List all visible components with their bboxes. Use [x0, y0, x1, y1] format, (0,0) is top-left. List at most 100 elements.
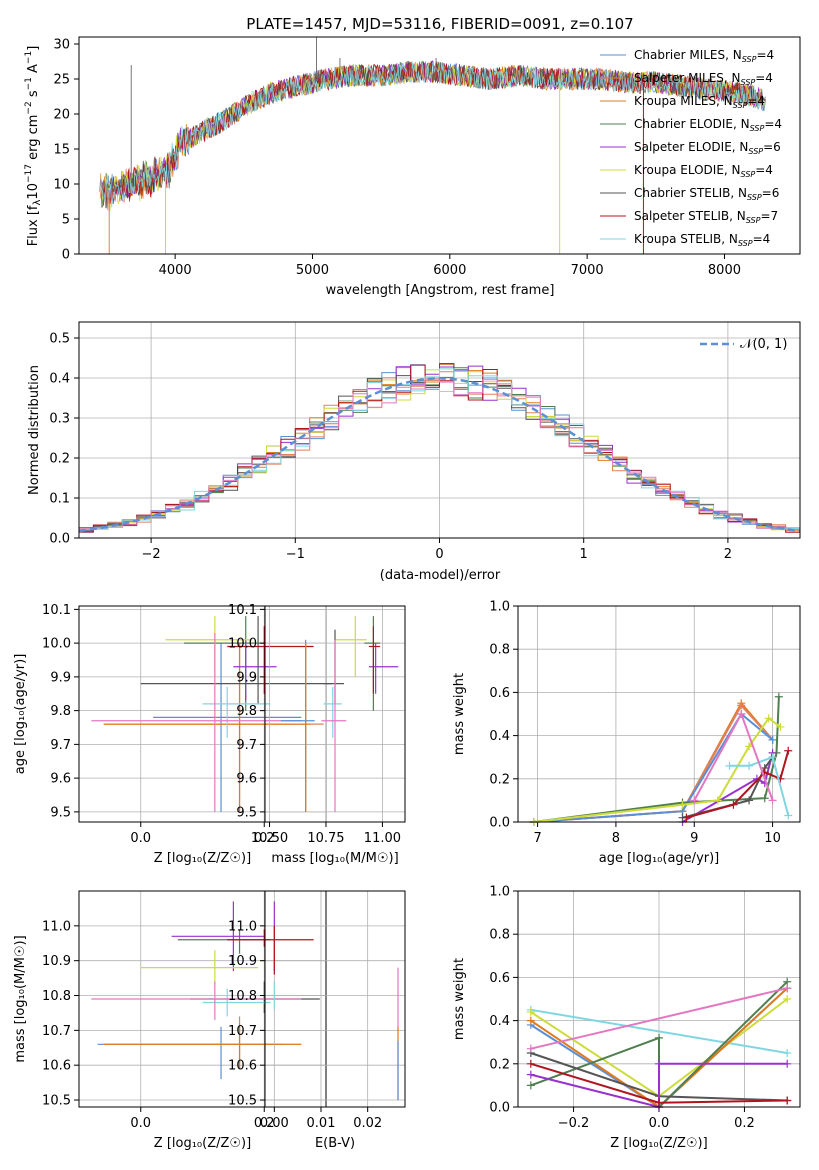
- ytick-label: 0.0: [489, 816, 510, 831]
- weight-marker-extra-pink: [783, 984, 792, 993]
- histogram-ytick-label: 0.0: [49, 532, 70, 547]
- spectrum-ytick-label: 5: [62, 213, 70, 228]
- histogram-xtick-label: 1: [580, 547, 588, 562]
- weight-marker-salpeter-elodie: [783, 1059, 792, 1068]
- weight-marker-kroupa-elodie: [526, 1007, 535, 1016]
- ytick-label: 0.8: [489, 643, 510, 658]
- weight-marker-chabrier-elodie: [760, 794, 769, 803]
- panel-mass_weight_vs_Z: −0.2 0.0 0.2 0.0 0.2 0.4 0.6 0.8 1.0 Z [log₁₀(Z/Z…: [452, 885, 801, 1151]
- weight-marker-kroupa-stelib: [768, 753, 777, 762]
- panel-age_vs_Z: 0.0 0.2 9.5 9.6 9.7 9.8 9.9 10.0 10.1 Z [log₁₀(Z/…: [13, 603, 333, 866]
- panel-age_vs_mass: 10.50 10.75 11.00 9.5 9.6 9.7 9.8 9.9 10.0 10.1 ma…: [228, 603, 406, 866]
- weight-marker-salpeter-stelib: [526, 1059, 535, 1068]
- xtick-label: 10.50: [251, 831, 288, 846]
- weight-marker-salpeter-stelib: [655, 1098, 663, 1107]
- histogram-ytick-label: 0.2: [49, 452, 70, 467]
- normal-legend-label: 𝒩(0, 1): [740, 337, 787, 352]
- panel-xlabel: Z [log₁₀(Z/Z☉)]: [154, 1136, 251, 1151]
- weight-marker-extra-pink: [737, 710, 746, 718]
- weight-line-extra-pink: [530, 987, 788, 1050]
- histogram-xtick-label: −2: [142, 547, 161, 562]
- ytick-label: 9.9: [50, 670, 71, 685]
- xtick-label: 0.2: [254, 1116, 275, 1131]
- panel-frame: [517, 890, 801, 1108]
- weight-marker-salpeter-stelib: [729, 800, 738, 809]
- figure-title: PLATE=1457, MJD=53116, FIBERID=0091, z=0…: [246, 15, 633, 33]
- weight-line-salpeter-elodie: [530, 1062, 788, 1109]
- xtick-label: 0.02: [353, 1116, 382, 1131]
- ytick-label: 10.5: [42, 1094, 71, 1109]
- legend-label-chabrier-elodie: Chabrier ELODIE, NSSP=4: [634, 117, 782, 133]
- histogram-ytick-label: 0.4: [49, 372, 70, 387]
- panel-frame: [264, 890, 406, 1108]
- spectrum-panel: 4000 5000 6000 7000 8000 0 5 10 15 20 25 30 wavelen…: [24, 36, 801, 298]
- spectrum-xtick-label: 7000: [571, 263, 604, 278]
- ytick-label: 9.8: [236, 704, 257, 719]
- legend-label-chabrier-miles: Chabrier MILES, NSSP=4: [634, 48, 774, 64]
- weight-marker-kroupa-elodie: [764, 714, 773, 723]
- legend-label-salpeter-stelib: Salpeter STELIB, NSSP=7: [634, 209, 778, 225]
- spectrum-ylabel: Flux [fλ10−17 erg cm−2 s−1 A−1]: [24, 46, 43, 247]
- weight-marker-kroupa-stelib: [783, 1049, 792, 1057]
- ytick-label: 9.9: [236, 670, 257, 685]
- ytick-label: 10.9: [42, 954, 71, 969]
- panel-grid: [518, 605, 800, 823]
- spectrum-line-salpeter-stelib: [103, 60, 764, 206]
- residual-histogram-panel: −2 −1 0 1 2 0.0 0.1 0.2 0.3 0.4 0.5 (data-model)/e…: [27, 321, 801, 583]
- ytick-label: 0.4: [489, 1014, 510, 1029]
- spectrum-ytick-label: 30: [53, 38, 70, 53]
- ytick-label: 9.6: [50, 772, 71, 787]
- xtick-label: 11.00: [364, 831, 401, 846]
- spectrum-ytick-label: 10: [53, 178, 70, 193]
- weight-marker-extra-pink: [690, 796, 699, 805]
- panel-grid: [79, 606, 326, 822]
- panel-mass_weight_vs_age: 7 8 9 10 0.0 0.2 0.4 0.6 0.8 1.0 age [log₁₀(age/yr…: [452, 600, 801, 866]
- ytick-label: 10.6: [228, 1059, 257, 1074]
- panel-frame: [264, 605, 406, 823]
- histogram-ylabel: Normed distribution: [27, 365, 42, 495]
- panel-ylabel: mass [log₁₀(M/M☉)]: [13, 935, 28, 1062]
- ytick-label: 9.7: [236, 738, 257, 753]
- spectrum-xtick-label: 8000: [708, 263, 741, 278]
- panel-marks: [273, 901, 399, 1101]
- spectrum-xlabel: wavelength [Angstrom, rest frame]: [326, 283, 555, 298]
- legend-label-kroupa-miles: Kroupa MILES, NSSP=4: [634, 94, 765, 110]
- ytick-label: 0.2: [489, 1057, 510, 1072]
- ytick-label: 10.8: [42, 989, 71, 1004]
- panel-xlabel: Z [log₁₀(Z/Z☉)]: [154, 851, 251, 866]
- histogram-xtick-label: −1: [286, 547, 305, 562]
- weight-marker-salpeter-elodie: [526, 1070, 535, 1079]
- ytick-label: 0.6: [489, 971, 510, 986]
- spectrum-xtick-label: 4000: [159, 263, 192, 278]
- histogram-xlabel: (data-model)/error: [380, 568, 501, 583]
- ytick-label: 9.8: [50, 704, 71, 719]
- panel-ylabel: mass weight: [452, 673, 467, 755]
- panel-frame: [517, 605, 801, 823]
- weight-line-kroupa-elodie: [533, 716, 781, 823]
- weight-marker-kroupa-elodie: [678, 800, 687, 809]
- spectrum-frame: [78, 36, 801, 255]
- panel-marks: [280, 616, 399, 812]
- xtick-label: 0.0: [130, 831, 151, 846]
- legend-label-chabrier-stelib: Chabrier STELIB, NSSP=6: [634, 186, 779, 202]
- weight-marker-chabrier-stelib: [745, 796, 754, 805]
- ytick-label: 10.1: [42, 603, 71, 618]
- xtick-label: 0.0: [649, 1116, 670, 1131]
- xtick-label: 8: [612, 831, 620, 846]
- panel-xlabel: Z [log₁₀(Z/Z☉)]: [610, 1136, 707, 1151]
- weight-marker-salpeter-stelib: [783, 1096, 792, 1105]
- panel-xlabel: mass [log₁₀(M/M☉)]: [271, 851, 398, 866]
- ytick-label: 0.4: [489, 729, 510, 744]
- spectrum-line-kroupa-stelib: [103, 62, 760, 208]
- weight-marker-kroupa-elodie: [713, 796, 722, 805]
- ytick-label: 11.0: [228, 919, 257, 934]
- histogram-xtick-label: 0: [435, 547, 443, 562]
- weight-marker-salpeter-elodie: [655, 1059, 663, 1068]
- ytick-label: 9.5: [50, 805, 71, 820]
- ytick-label: 1.0: [489, 885, 510, 900]
- ytick-label: 9.7: [50, 738, 71, 753]
- ytick-label: 10.7: [228, 1024, 257, 1039]
- ytick-label: 0.8: [489, 928, 510, 943]
- spectrum-xtick-label: 6000: [433, 263, 466, 278]
